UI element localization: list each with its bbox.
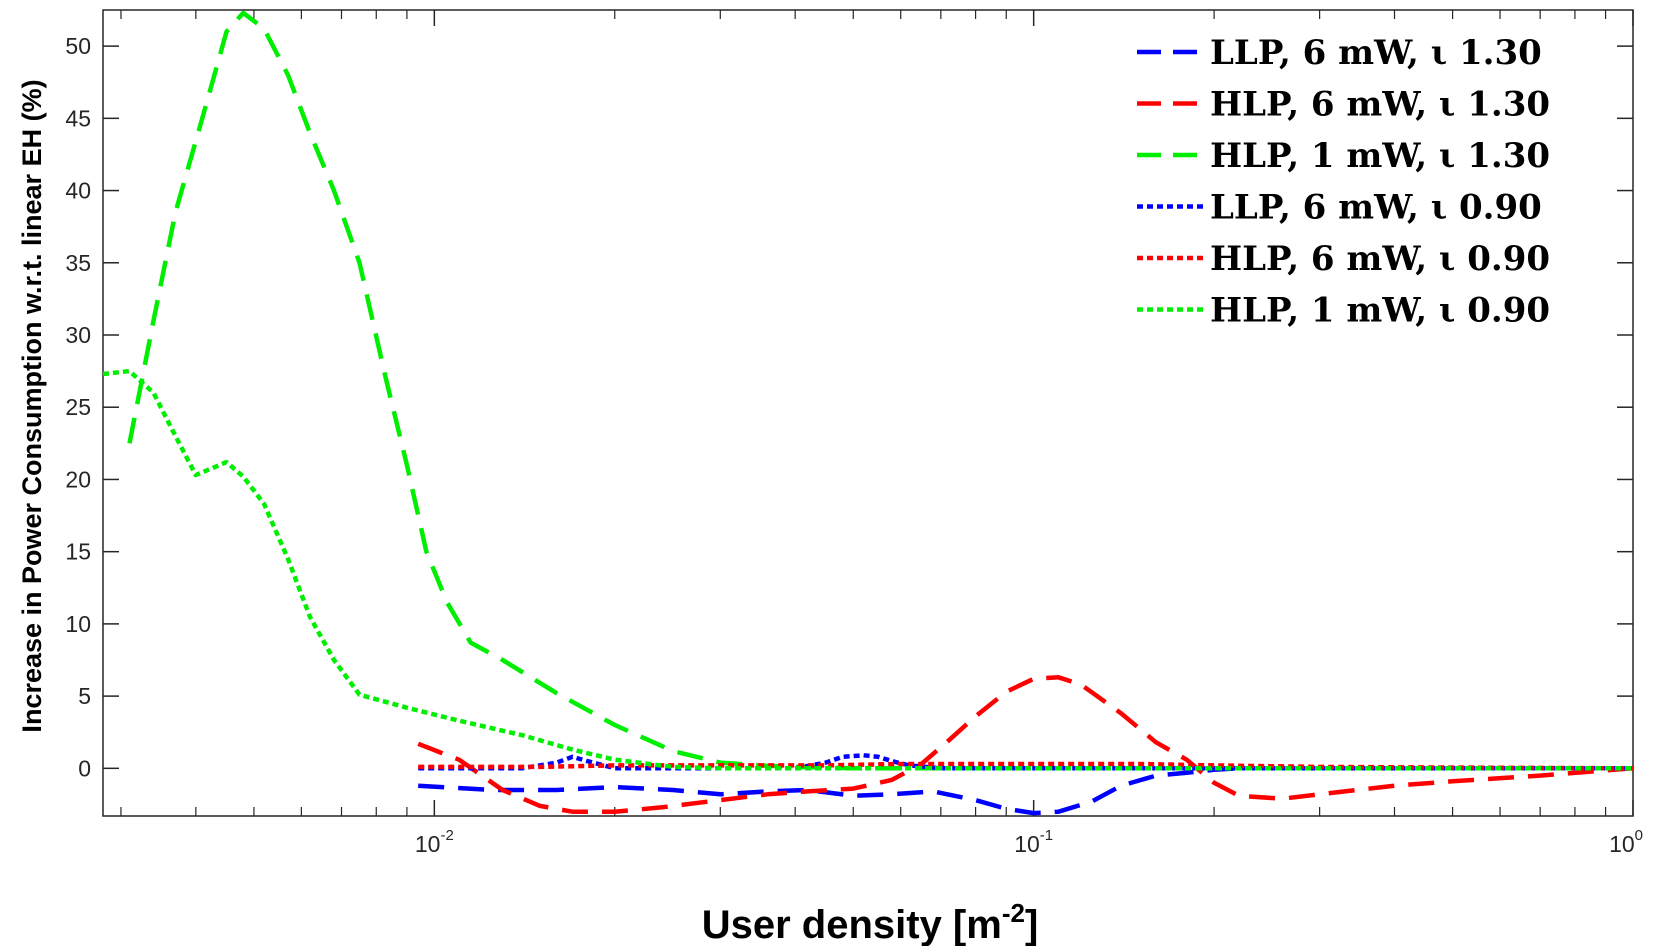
plot-area: 0 5 10 15 20 25 30 35 40 45 50 10-2 10-1 100: [65, 9, 1643, 857]
plot-frame: [102, 9, 1634, 817]
series-line-2: [417, 675, 1634, 814]
legend-label-3: HLP, 1 mW, ι 1.30: [1210, 136, 1550, 176]
legend: LLP, 6 mW, ι 1.30 HLP, 6 mW, ι 1.30 HLP, 1…: [1137, 33, 1550, 331]
x-axis-title: User density [m-2]: [702, 898, 1039, 946]
legend-label-1: LLP, 6 mW, ι 1.30: [1210, 33, 1542, 73]
series-line-4: [418, 753, 1633, 771]
y-tick-label: 20: [65, 466, 91, 492]
y-tick-label: 5: [78, 683, 91, 709]
series-line-5: [418, 761, 1634, 771]
legend-label-2: HLP, 6 mW, ι 1.30: [1210, 85, 1550, 125]
x-tick-label: 100: [1609, 827, 1643, 857]
y-tick-label: 40: [65, 178, 91, 204]
y-tick-label: 45: [65, 105, 91, 131]
y-tick-label: 35: [65, 250, 91, 276]
legend-label-6: HLP, 1 mW, ι 0.90: [1210, 291, 1550, 331]
legend-label-5: HLP, 6 mW, ι 0.90: [1210, 239, 1550, 279]
y-axis-title: Increase in Power Consumption w.r.t. lin…: [17, 79, 47, 732]
x-tick-label: 10-2: [415, 827, 454, 857]
series-line-6: [102, 368, 1633, 771]
y-tick-label: 15: [65, 539, 91, 565]
y-tick-label: 10: [65, 611, 91, 637]
y-tick-label: 0: [78, 755, 91, 781]
y-tick-label: 50: [65, 33, 91, 59]
y-tick-label: 30: [65, 322, 91, 348]
series-line-3: [127, 10, 1633, 771]
legend-label-4: LLP, 6 mW, ι 0.90: [1210, 188, 1542, 228]
y-tick-label: 25: [65, 394, 91, 420]
series-layer: [102, 10, 1634, 816]
x-tick-label: 10-1: [1014, 827, 1053, 857]
